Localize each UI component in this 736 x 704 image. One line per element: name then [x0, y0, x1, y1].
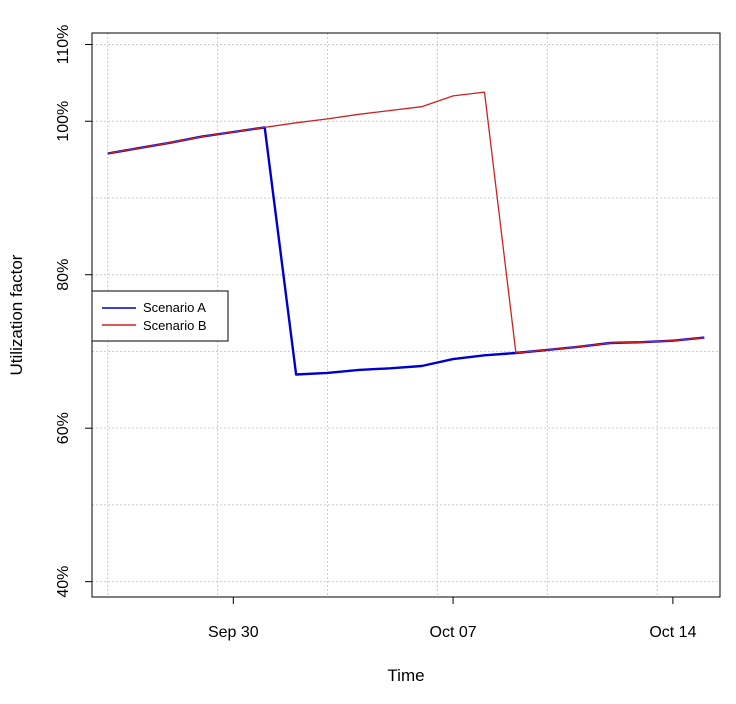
y-axis-title: Utilization factor	[7, 254, 26, 375]
x-tick-label: Oct 07	[430, 624, 477, 641]
legend-box	[91, 290, 229, 342]
y-tick-label: 40%	[55, 566, 72, 598]
series-line-scenario-b	[107, 91, 705, 354]
x-axis: Sep 30 Oct 07 Oct 14	[208, 597, 697, 641]
y-tick-label: 60%	[55, 412, 72, 444]
legend: Scenario A Scenario B	[91, 290, 229, 342]
x-tick-label: Oct 14	[649, 624, 696, 641]
series-lines	[107, 91, 705, 376]
legend-label-scenario-a: Scenario A	[143, 300, 206, 315]
grid-lines	[92, 33, 720, 597]
x-tick-label: Sep 30	[208, 624, 259, 641]
y-tick-label: 80%	[55, 259, 72, 291]
x-axis-title: Time	[387, 666, 424, 685]
legend-label-scenario-b: Scenario B	[143, 318, 207, 333]
y-tick-label: 110%	[55, 25, 72, 65]
y-axis: 40% 60% 80% 100% 110%	[55, 25, 92, 598]
y-tick-label: 100%	[55, 101, 72, 142]
